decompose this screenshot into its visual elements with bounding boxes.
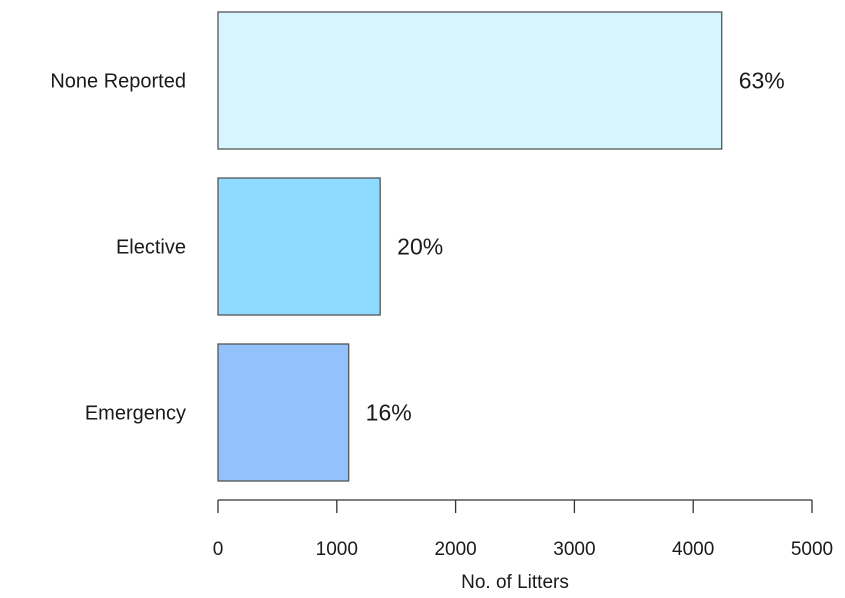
value-label-emergency: 16% <box>366 400 412 426</box>
x-tick-label-1000: 1000 <box>316 539 358 560</box>
category-label-emergency: Emergency <box>85 403 186 425</box>
value-label-elective: 20% <box>397 234 443 260</box>
category-label-elective: Elective <box>116 237 186 259</box>
bar-elective <box>217 177 381 316</box>
bar-none-reported <box>217 11 723 150</box>
x-tick-label-3000: 3000 <box>553 539 595 560</box>
bar-emergency <box>217 343 350 482</box>
x-axis: 0 1000 2000 3000 4000 5000 <box>213 499 833 560</box>
x-tick-label-4000: 4000 <box>672 539 714 560</box>
x-axis-title: No. of Litters <box>461 572 569 593</box>
bars-group <box>217 11 723 482</box>
x-tick-label-2000: 2000 <box>434 539 476 560</box>
x-tick-label-5000: 5000 <box>791 539 833 560</box>
value-label-none-reported: 63% <box>739 68 785 94</box>
value-labels: 63% 20% 16% <box>366 68 785 426</box>
category-label-none-reported: None Reported <box>50 71 186 93</box>
category-labels: None Reported Elective Emergency <box>50 71 186 425</box>
x-tick-label-0: 0 <box>213 539 224 560</box>
